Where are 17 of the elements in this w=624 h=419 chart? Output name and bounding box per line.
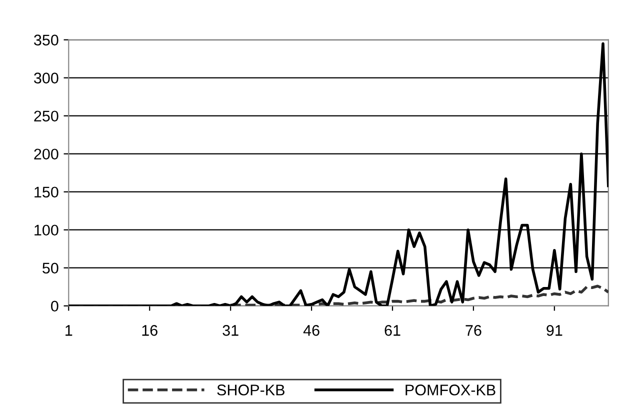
- x-tick-label: 46: [303, 325, 320, 336]
- y-tick-label: 50: [42, 262, 58, 274]
- x-tick-label: 76: [466, 325, 482, 336]
- x-tick-label: 1: [66, 325, 72, 336]
- legend-label: SHOP-KB: [217, 384, 284, 396]
- x-tick-label: 31: [222, 325, 238, 336]
- y-tick-label: 0: [51, 300, 58, 312]
- x-tick-label: 16: [142, 325, 158, 336]
- x-tick-label: 61: [384, 325, 400, 336]
- x-tick-label: 91: [546, 325, 562, 336]
- y-tick-label: 250: [34, 110, 58, 122]
- y-tick-label: 300: [34, 72, 58, 84]
- y-tick-label: 200: [34, 148, 58, 160]
- legend-label: POMFOX-KB: [406, 384, 496, 396]
- y-tick-label: 350: [34, 34, 58, 46]
- y-tick-label: 100: [34, 224, 58, 236]
- y-tick-label: 150: [34, 186, 58, 198]
